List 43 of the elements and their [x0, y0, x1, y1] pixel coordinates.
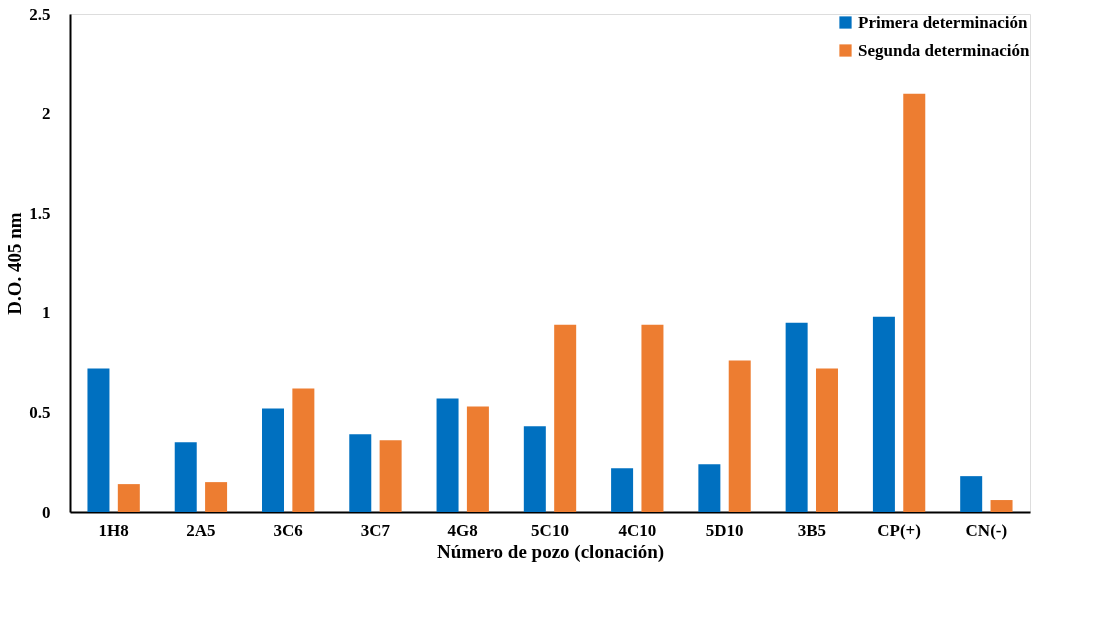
- y-tick-label: 1.5: [29, 203, 51, 223]
- x-tick-label: 3B5: [797, 520, 826, 540]
- bar: [728, 360, 751, 512]
- x-tick-label: 4G8: [447, 520, 478, 540]
- bar: [641, 324, 664, 512]
- x-tick-label: 5D10: [705, 520, 744, 540]
- legend-label: Primera determinación: [858, 12, 1029, 32]
- bar: [349, 434, 372, 512]
- x-tick-label: 4C10: [618, 520, 657, 540]
- bar: [523, 426, 546, 512]
- x-tick-label: 1H8: [98, 520, 129, 540]
- bar: [960, 476, 983, 512]
- legend-label: Segunda determinación: [858, 40, 1030, 60]
- y-tick-label: 2: [42, 104, 51, 124]
- x-tick-label: 3C6: [273, 520, 303, 540]
- bar: [262, 408, 284, 512]
- bar: [87, 368, 110, 512]
- bar: [174, 442, 197, 512]
- bar: [611, 468, 634, 512]
- y-tick-label: 2.5: [29, 4, 51, 24]
- bar: [903, 93, 926, 512]
- y-tick-label: 1: [42, 303, 51, 323]
- bar: [816, 368, 838, 512]
- bar: [205, 482, 228, 512]
- bar: [436, 398, 459, 512]
- bar: [292, 388, 315, 512]
- y-tick-label: 0.5: [29, 402, 51, 422]
- bar: [785, 322, 808, 512]
- x-tick-label: 3C7: [360, 520, 391, 540]
- x-tick-label: CP(+): [877, 520, 921, 540]
- x-axis-title: Número de pozo (clonación): [436, 540, 665, 563]
- bar: [466, 406, 489, 512]
- y-tick-label: 0: [42, 502, 51, 522]
- x-tick-label: 5C10: [531, 520, 569, 540]
- bar: [554, 324, 577, 512]
- x-tick-label: CN(-): [965, 520, 1008, 540]
- bar: [990, 500, 1013, 512]
- y-axis-title: D.O. 405 nm: [4, 212, 26, 315]
- bar: [698, 464, 721, 512]
- bar: [872, 316, 895, 512]
- bar: [117, 484, 140, 512]
- bar: [379, 440, 402, 512]
- x-tick-label: 2A5: [186, 520, 216, 540]
